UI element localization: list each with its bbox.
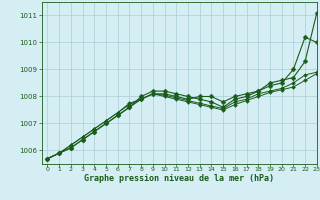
X-axis label: Graphe pression niveau de la mer (hPa): Graphe pression niveau de la mer (hPa) — [84, 174, 274, 183]
